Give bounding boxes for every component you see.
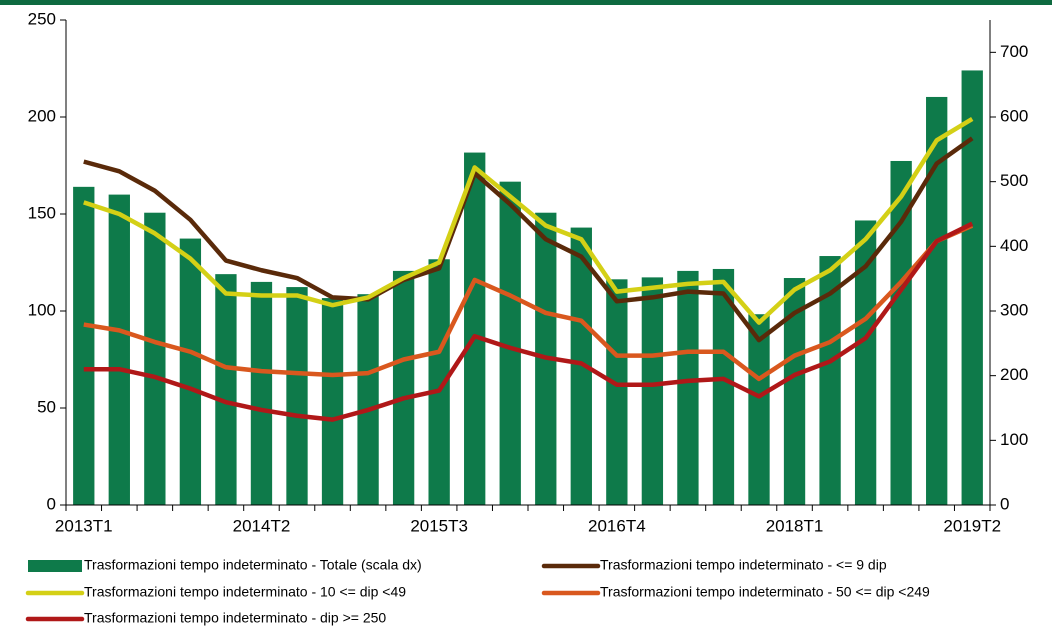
bar [357, 294, 379, 505]
y2-tick-label: 500 [1000, 171, 1028, 190]
bar [179, 238, 202, 505]
bar [926, 96, 948, 505]
bar [321, 298, 344, 505]
bar [961, 70, 983, 505]
y2-tick-label: 700 [1000, 42, 1028, 61]
bar [854, 220, 877, 505]
x-tick-label: 2013T1 [55, 516, 113, 535]
y-tick-label: 50 [37, 397, 56, 416]
bar [641, 277, 664, 505]
bar [570, 227, 592, 505]
y2-tick-label: 600 [1000, 106, 1028, 125]
bar [712, 268, 735, 505]
bar [464, 152, 486, 506]
bar [250, 281, 273, 505]
y-tick-label: 150 [28, 203, 56, 222]
bar [144, 212, 166, 505]
y-tick-label: 250 [28, 9, 56, 28]
bar [73, 186, 95, 505]
bar [392, 270, 415, 505]
bar [286, 287, 308, 505]
bar [890, 160, 912, 505]
bar [606, 279, 628, 505]
line-series [83, 136, 974, 343]
bar [108, 194, 130, 505]
y-tick-label: 0 [47, 494, 56, 513]
y2-tick-label: 0 [1000, 494, 1009, 513]
bar [748, 314, 770, 505]
x-tick-label: 2018T1 [766, 516, 824, 535]
top-strip [0, 0, 1052, 5]
x-tick-label: 2015T3 [410, 516, 468, 535]
y-tick-label: 100 [28, 300, 56, 319]
legend-label: Trasformazioni tempo indeterminato - 10 … [84, 584, 406, 600]
y2-tick-label: 100 [1000, 430, 1028, 449]
legend-label: Trasformazioni tempo indeterminato - dip… [84, 610, 386, 626]
line-series [83, 223, 974, 382]
bar [819, 256, 841, 505]
line-series [83, 117, 974, 325]
x-tick-label: 2019T2 [943, 516, 1001, 535]
legend-swatch [28, 560, 82, 572]
legend-label: Trasformazioni tempo indeterminato - 50 … [600, 584, 930, 600]
y2-tick-label: 200 [1000, 365, 1028, 384]
legend-label: Trasformazioni tempo indeterminato - <= … [600, 557, 887, 573]
bar [677, 270, 699, 505]
x-tick-label: 2014T2 [233, 516, 291, 535]
x-tick-label: 2016T4 [588, 516, 646, 535]
y2-tick-label: 400 [1000, 236, 1028, 255]
bar [428, 259, 450, 505]
bar [215, 274, 237, 505]
y2-tick-label: 300 [1000, 300, 1028, 319]
bar [499, 181, 521, 505]
legend-label: Trasformazioni tempo indeterminato - Tot… [84, 557, 422, 573]
y-tick-label: 200 [28, 106, 56, 125]
line-series [83, 221, 974, 422]
bar [783, 278, 806, 505]
